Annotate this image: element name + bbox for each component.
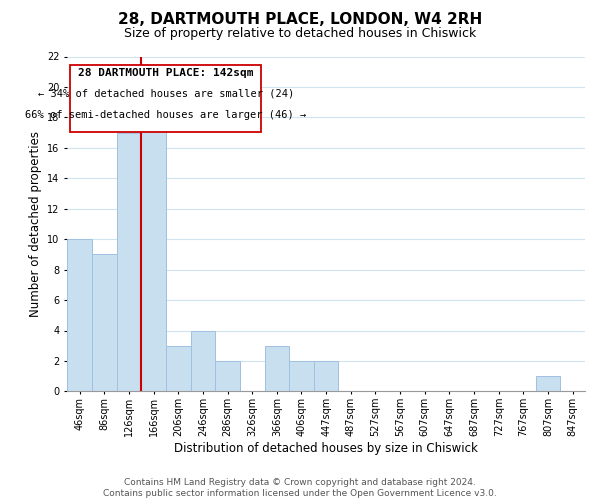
Bar bbox=[166, 346, 191, 392]
X-axis label: Distribution of detached houses by size in Chiswick: Distribution of detached houses by size … bbox=[174, 442, 478, 455]
Bar bbox=[215, 361, 240, 392]
Text: Contains HM Land Registry data © Crown copyright and database right 2024.
Contai: Contains HM Land Registry data © Crown c… bbox=[103, 478, 497, 498]
Bar bbox=[536, 376, 560, 392]
Bar bbox=[191, 330, 215, 392]
Bar bbox=[92, 254, 116, 392]
Bar bbox=[67, 239, 92, 392]
Text: 28 DARTMOUTH PLACE: 142sqm: 28 DARTMOUTH PLACE: 142sqm bbox=[78, 68, 253, 78]
Text: Size of property relative to detached houses in Chiswick: Size of property relative to detached ho… bbox=[124, 28, 476, 40]
Bar bbox=[289, 361, 314, 392]
Text: 28, DARTMOUTH PLACE, LONDON, W4 2RH: 28, DARTMOUTH PLACE, LONDON, W4 2RH bbox=[118, 12, 482, 28]
Text: 66% of semi-detached houses are larger (46) →: 66% of semi-detached houses are larger (… bbox=[25, 110, 306, 120]
Y-axis label: Number of detached properties: Number of detached properties bbox=[29, 131, 41, 317]
Bar bbox=[314, 361, 338, 392]
Text: ← 34% of detached houses are smaller (24): ← 34% of detached houses are smaller (24… bbox=[38, 88, 294, 99]
FancyBboxPatch shape bbox=[70, 65, 262, 132]
Bar bbox=[265, 346, 289, 392]
Bar bbox=[116, 132, 141, 392]
Bar bbox=[141, 118, 166, 392]
